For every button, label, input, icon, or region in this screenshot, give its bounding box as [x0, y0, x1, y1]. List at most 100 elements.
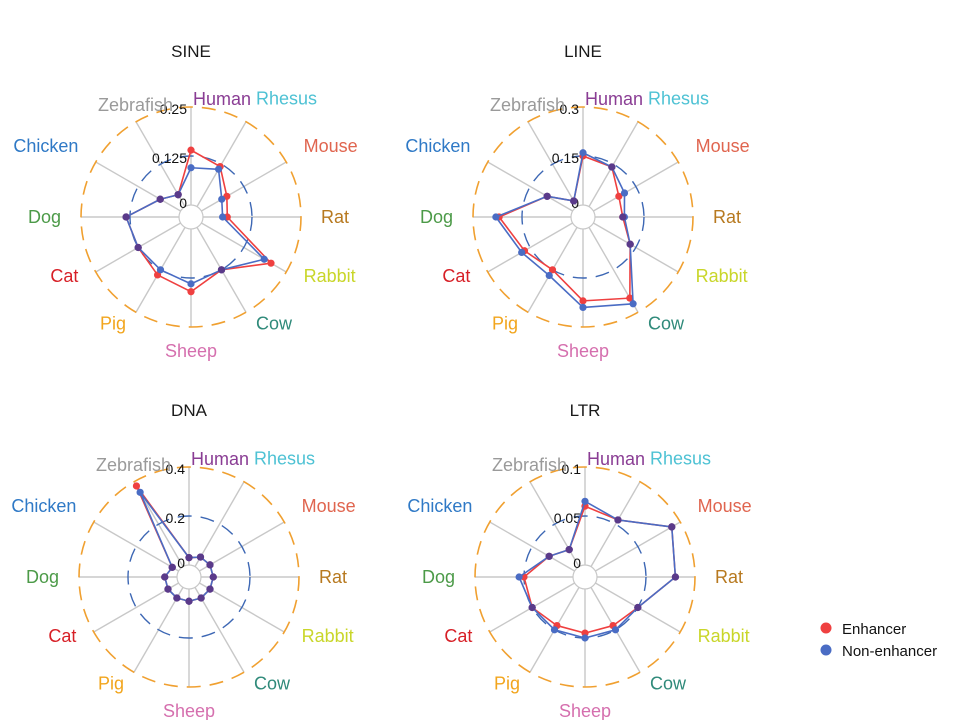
species-label-rhesus: Rhesus	[254, 448, 315, 468]
spoke-rhesus	[590, 481, 641, 567]
point-overlap-pig	[173, 594, 181, 602]
point-non-enhancer-cow	[611, 626, 620, 634]
point-overlap-chicken	[543, 192, 551, 200]
panel-title: SINE	[171, 42, 211, 61]
species-label-human: Human	[191, 449, 249, 469]
outer-gridline	[80, 106, 302, 328]
point-overlap-chicken	[545, 552, 553, 560]
panel-line: LINE 00.150.3HumanRhesusMouseRatRabbitCo…	[405, 42, 749, 361]
species-label-human: Human	[587, 449, 645, 469]
species-label-rhesus: Rhesus	[648, 88, 709, 108]
species-label-zebrafish: Zebrafish	[98, 95, 173, 115]
species-label-mouse: Mouse	[302, 496, 356, 516]
outer-gridline	[472, 106, 694, 328]
tick-label: 0	[573, 555, 581, 571]
point-overlap-sheep	[185, 597, 193, 605]
species-label-rabbit: Rabbit	[696, 266, 748, 286]
point-overlap-chicken	[156, 195, 164, 203]
point-non-enhancer-human	[581, 497, 589, 505]
point-non-enhancer-rabbit	[260, 255, 268, 263]
species-label-sheep: Sheep	[557, 341, 609, 361]
species-label-rhesus: Rhesus	[256, 88, 317, 108]
mid-gridline	[127, 515, 251, 639]
center-ring	[570, 204, 596, 230]
spoke-rhesus	[194, 481, 245, 567]
species-label-rhesus: Rhesus	[650, 448, 711, 468]
species-label-rat: Rat	[321, 207, 349, 227]
center-ring	[176, 564, 202, 590]
species-label-dog: Dog	[26, 567, 59, 587]
species-label-rat: Rat	[319, 567, 347, 587]
point-non-enhancer-human	[187, 164, 195, 172]
point-overlap-cow	[217, 266, 226, 274]
species-label-cow: Cow	[648, 314, 685, 334]
point-non-enhancer-rat	[219, 213, 227, 221]
point-overlap-mouse	[206, 561, 214, 569]
species-label-rabbit: Rabbit	[302, 626, 354, 646]
species-label-mouse: Mouse	[696, 136, 750, 156]
point-overlap-rhesus	[614, 516, 622, 524]
legend-item-non-enhancer: Non-enhancer	[820, 643, 937, 660]
legend-label-non-enhancer: Non-enhancer	[842, 643, 937, 660]
legend-item-enhancer: Enhancer	[820, 621, 906, 638]
spoke-chicken	[487, 161, 573, 212]
tick-label: 0.2	[166, 510, 186, 526]
species-label-pig: Pig	[494, 674, 520, 694]
point-non-enhancer-pig	[156, 266, 165, 274]
point-non-enhancer-mouse	[620, 189, 629, 197]
panel-sine: SINE 0 0.125 0.25 Human Rhesus Mouse Rat Rabbit…	[13, 42, 357, 361]
species-label-rabbit: Rabbit	[304, 266, 356, 286]
point-overlap-cat	[528, 603, 536, 612]
mid-gridline	[129, 155, 253, 279]
species-label-cow: Cow	[256, 314, 293, 334]
point-non-enhancer-sheep	[581, 634, 589, 642]
spoke-cow	[194, 587, 245, 673]
species-label-dog: Dog	[420, 207, 453, 227]
panel-ltr: LTR 0 0.05 0.1 Human Rhesus Mouse Rat Rabbit Cow…	[407, 401, 751, 720]
point-overlap-zebrafish	[174, 191, 182, 199]
species-label-sheep: Sheep	[559, 701, 611, 720]
species-label-mouse: Mouse	[304, 136, 358, 156]
series-line-non-enhancer	[495, 151, 634, 309]
point-non-enhancer-mouse	[218, 195, 226, 203]
point-enhancer-mouse	[615, 192, 623, 200]
point-overlap-rabbit	[206, 585, 214, 593]
point-overlap-mouse	[668, 523, 676, 531]
species-label-cat: Cat	[442, 266, 470, 286]
panel-dna: DNA 0 0.2 0.4 Human Rhesus Mouse Rat Rabbit Cow S…	[11, 401, 355, 720]
point-overlap-zebrafish	[570, 197, 578, 205]
species-label-cat: Cat	[50, 266, 78, 286]
tick-label: 0.1	[562, 461, 582, 477]
center-ring	[572, 564, 598, 590]
outer-gridline	[474, 466, 696, 688]
point-enhancer-human	[187, 146, 195, 154]
point-non-enhancer-sheep	[187, 280, 195, 288]
panel-title: LINE	[564, 42, 602, 61]
tick-label: 0.15	[552, 150, 579, 166]
spoke-cat	[93, 582, 179, 633]
species-label-cow: Cow	[650, 674, 687, 694]
point-overlap-rat	[671, 573, 680, 581]
point-overlap-dog	[161, 573, 169, 581]
point-overlap-rhesus	[196, 553, 205, 561]
point-overlap-cat	[164, 585, 172, 593]
point-non-enhancer-cow	[629, 300, 637, 308]
species-label-rat: Rat	[715, 567, 743, 587]
species-label-zebrafish: Zebrafish	[492, 455, 567, 475]
species-label-rabbit: Rabbit	[698, 626, 750, 646]
species-label-human: Human	[585, 89, 643, 109]
species-label-pig: Pig	[98, 674, 124, 694]
point-enhancer-pig	[548, 266, 557, 274]
legend-marker-non-enhancer	[820, 644, 832, 656]
tick-label: 0	[179, 195, 187, 211]
point-overlap-cow	[197, 594, 205, 602]
legend-marker-enhancer	[820, 622, 832, 634]
series-line-enhancer	[523, 505, 677, 634]
species-label-pig: Pig	[100, 314, 126, 334]
point-non-enhancer-human	[579, 149, 587, 157]
point-overlap-human	[185, 554, 193, 562]
species-label-dog: Dog	[28, 207, 61, 227]
center-ring	[178, 204, 204, 230]
species-label-dog: Dog	[422, 567, 455, 587]
